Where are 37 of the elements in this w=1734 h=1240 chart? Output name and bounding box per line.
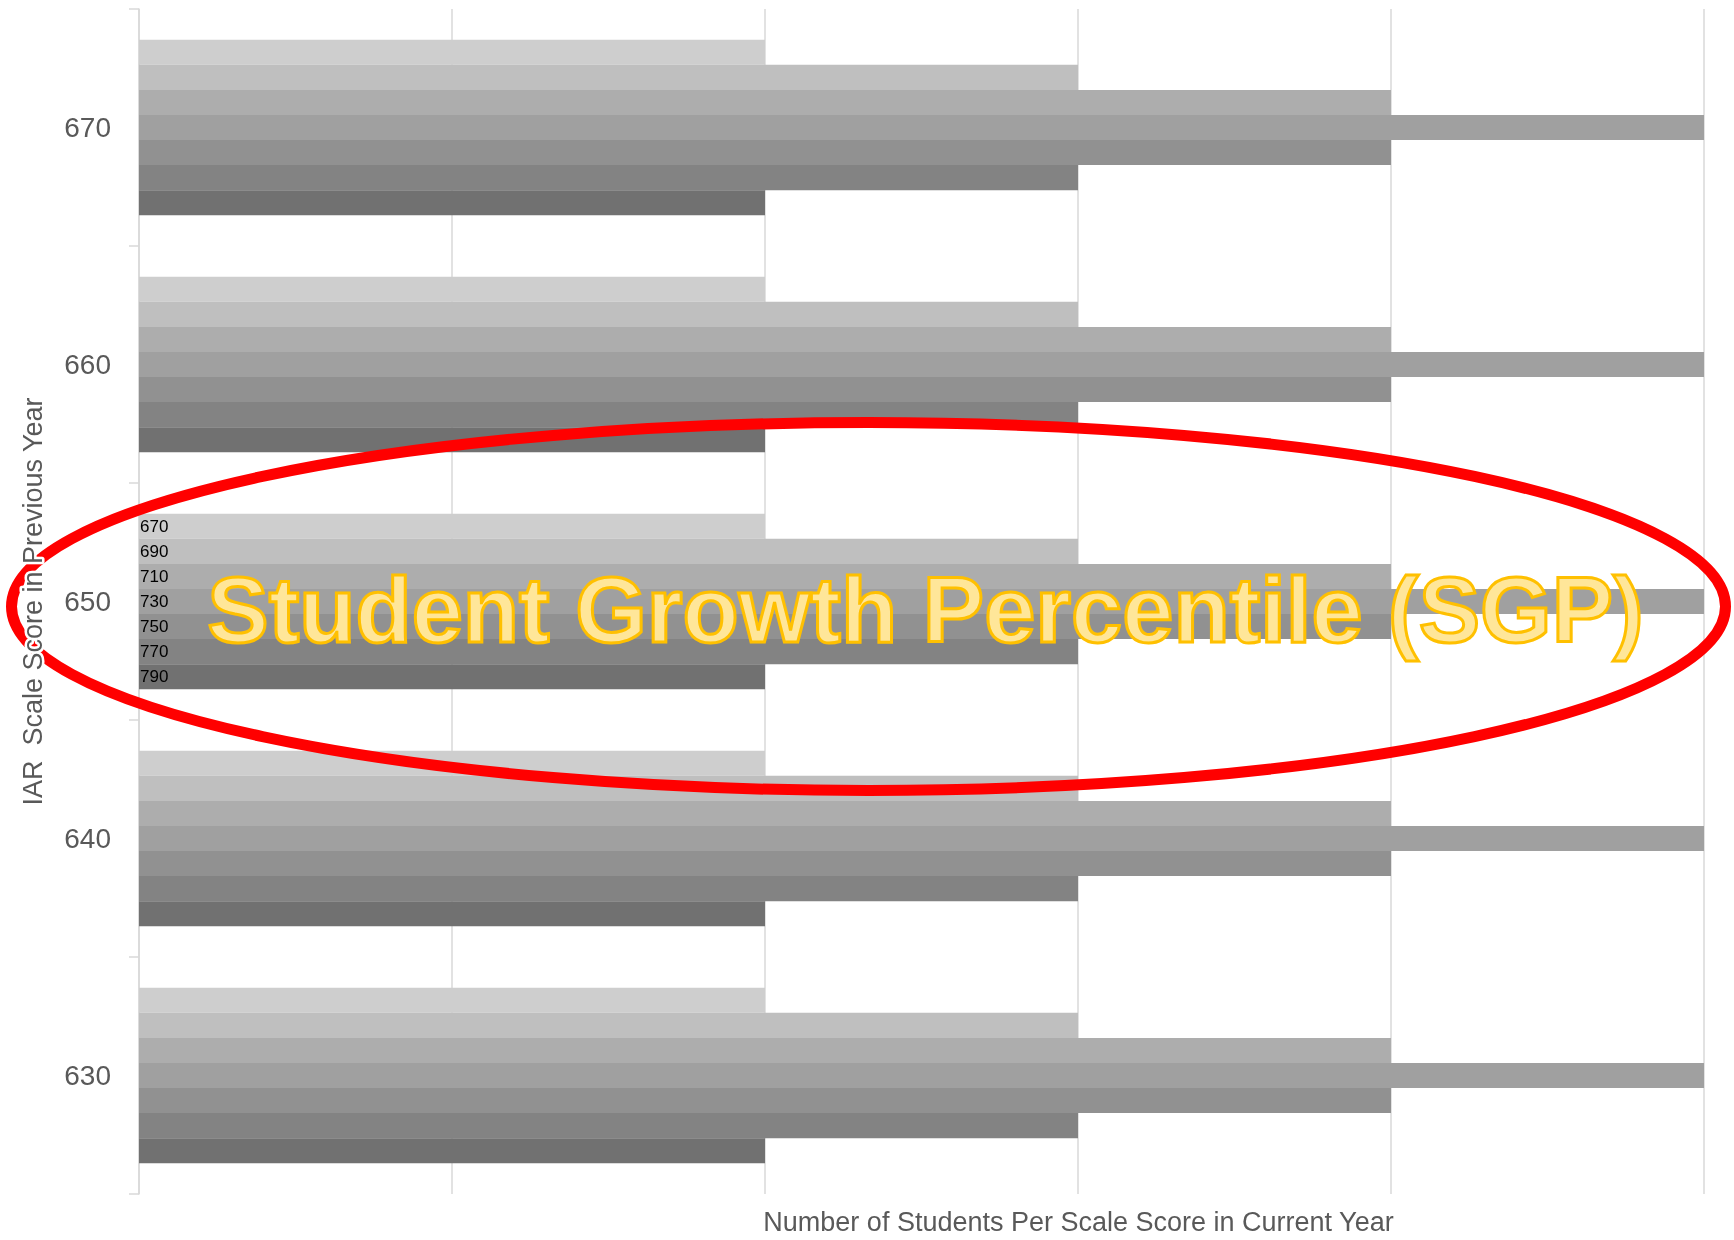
bar	[139, 1062, 1704, 1089]
series-label: 670	[140, 516, 169, 536]
bar	[139, 825, 1704, 852]
series-label: 790	[140, 667, 169, 687]
bar	[139, 114, 1704, 141]
bar	[139, 1138, 765, 1164]
y-tick-label: 630	[64, 1060, 111, 1091]
bar	[139, 326, 1391, 352]
bar	[139, 1113, 1078, 1139]
y-tick-label: 640	[64, 823, 111, 854]
bar	[139, 351, 1704, 378]
bar	[139, 664, 765, 690]
series-label: 750	[140, 617, 169, 637]
bar	[139, 64, 1078, 90]
series-label: 710	[140, 566, 169, 586]
series-label: 770	[140, 642, 169, 662]
y-axis-title: IAR Scale Score in Previous Year	[18, 397, 48, 806]
bar	[139, 1037, 1391, 1063]
series-label: 690	[140, 541, 169, 561]
bar	[139, 800, 1391, 826]
y-tick-label: 650	[64, 586, 111, 617]
x-axis-title: Number of Students Per Scale Score in Current Year	[763, 1206, 1394, 1237]
bar	[139, 1088, 1391, 1114]
bar	[139, 165, 1078, 191]
bar	[139, 1012, 1078, 1038]
bar	[139, 140, 1391, 166]
bar	[139, 876, 1078, 902]
bar	[139, 190, 765, 216]
bar	[139, 301, 1078, 327]
bar	[139, 901, 765, 927]
bar	[139, 89, 1391, 115]
bar	[139, 538, 1078, 564]
series-label: 730	[140, 592, 169, 611]
bar	[139, 851, 1391, 877]
y-tick-label: 660	[64, 349, 111, 380]
bar	[139, 377, 1391, 403]
y-tick-label: 670	[64, 112, 111, 143]
